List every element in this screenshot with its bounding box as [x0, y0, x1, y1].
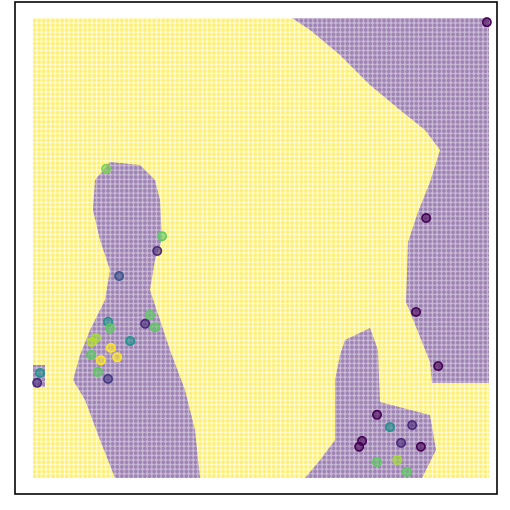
point: [86, 349, 97, 360]
point: [371, 409, 382, 420]
point: [415, 441, 426, 452]
point: [32, 377, 43, 388]
point: [86, 336, 97, 347]
point: [411, 306, 422, 317]
point: [149, 322, 160, 333]
point: [95, 355, 106, 366]
point: [396, 437, 407, 448]
point: [101, 163, 112, 174]
region-purple: [73, 162, 200, 478]
points: [32, 17, 492, 477]
region-purple: [292, 18, 489, 383]
point: [481, 17, 492, 28]
point: [92, 366, 103, 377]
point: [407, 420, 418, 431]
point: [104, 323, 115, 334]
point: [371, 457, 382, 468]
point: [144, 309, 155, 320]
point: [433, 361, 444, 372]
decision-regions: [33, 18, 489, 478]
point: [105, 342, 116, 353]
point: [421, 212, 432, 223]
point: [114, 271, 125, 282]
point: [112, 352, 123, 363]
point: [152, 245, 163, 256]
point: [157, 231, 168, 242]
point: [103, 373, 114, 384]
point: [384, 422, 395, 433]
point: [125, 335, 136, 346]
point: [354, 441, 365, 452]
plot-frame: [14, 1, 498, 495]
point: [401, 466, 412, 477]
point: [140, 318, 151, 329]
point: [392, 455, 403, 466]
point: [35, 367, 46, 378]
